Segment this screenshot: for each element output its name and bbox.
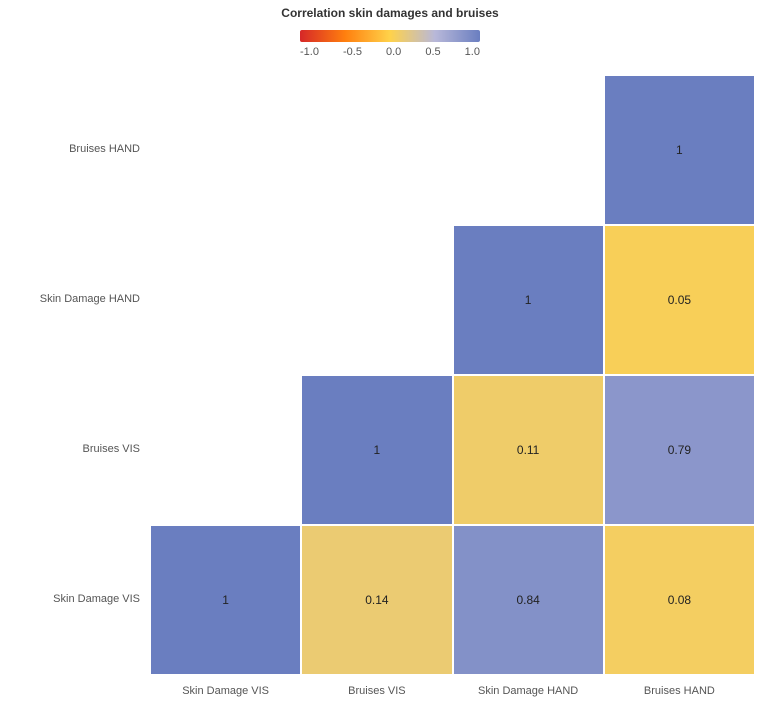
colorbar: -1.0 -0.5 0.0 0.5 1.0 [300, 30, 480, 58]
y-axis-label: Skin Damage HAND [10, 293, 140, 305]
x-axis-label: Skin Damage VIS [150, 685, 301, 697]
cell-value: 0.08 [668, 593, 691, 607]
colorbar-tick: -0.5 [343, 46, 362, 58]
cell-value: 0.11 [517, 443, 539, 457]
colorbar-ticks: -1.0 -0.5 0.0 0.5 1.0 [300, 46, 480, 58]
colorbar-tick: -1.0 [300, 46, 319, 58]
colorbar-tick: 0.5 [425, 46, 440, 58]
cell-value: 0.14 [365, 593, 388, 607]
x-axis-label: Bruises VIS [301, 685, 452, 697]
colorbar-tick: 0.0 [386, 46, 401, 58]
heatmap-plot: 110.0510.110.7910.140.840.08Bruises HAND… [150, 75, 755, 675]
heatmap-cell: 0.08 [605, 526, 754, 674]
heatmap-cell: 1 [454, 226, 603, 374]
heatmap-cell: 0.14 [302, 526, 451, 674]
colorbar-tick: 1.0 [465, 46, 480, 58]
heatmap-cell: 1 [605, 76, 754, 224]
heatmap-cell: 1 [302, 376, 451, 524]
cell-value: 1 [525, 293, 532, 307]
x-axis-label: Skin Damage HAND [453, 685, 604, 697]
heatmap-cell: 0.05 [605, 226, 754, 374]
y-axis-label: Skin Damage VIS [10, 593, 140, 605]
cell-value: 0.79 [668, 443, 691, 457]
cell-value: 1 [222, 593, 229, 607]
cell-value: 1 [374, 443, 381, 457]
heatmap-cell: 0.79 [605, 376, 754, 524]
heatmap-cell: 1 [151, 526, 300, 674]
y-axis-label: Bruises HAND [10, 143, 140, 155]
chart-title: Correlation skin damages and bruises [0, 6, 780, 20]
cell-value: 0.05 [668, 293, 691, 307]
x-axis-label: Bruises HAND [604, 685, 755, 697]
heatmap-cell: 0.84 [454, 526, 603, 674]
colorbar-gradient [300, 30, 480, 42]
heatmap-cell: 0.11 [454, 376, 603, 524]
chart-container: Correlation skin damages and bruises -1.… [0, 0, 780, 721]
cell-value: 1 [676, 143, 683, 157]
y-axis-label: Bruises VIS [10, 443, 140, 455]
cell-value: 0.84 [516, 593, 539, 607]
